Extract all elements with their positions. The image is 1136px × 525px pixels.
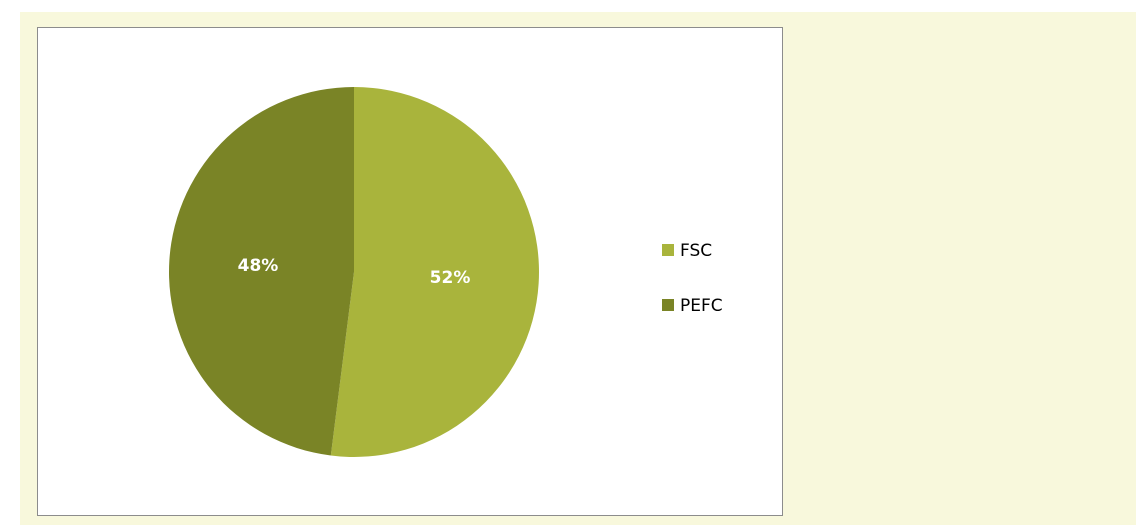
data-label: 52% — [430, 268, 471, 288]
data-label: 48% — [238, 256, 279, 276]
legend-label: FSC — [680, 241, 712, 261]
legend-swatch — [662, 299, 674, 311]
legend-swatch — [662, 244, 674, 256]
pie-slice — [330, 87, 539, 457]
pie-slice — [168, 86, 354, 456]
legend-label: PEFC — [680, 296, 723, 316]
